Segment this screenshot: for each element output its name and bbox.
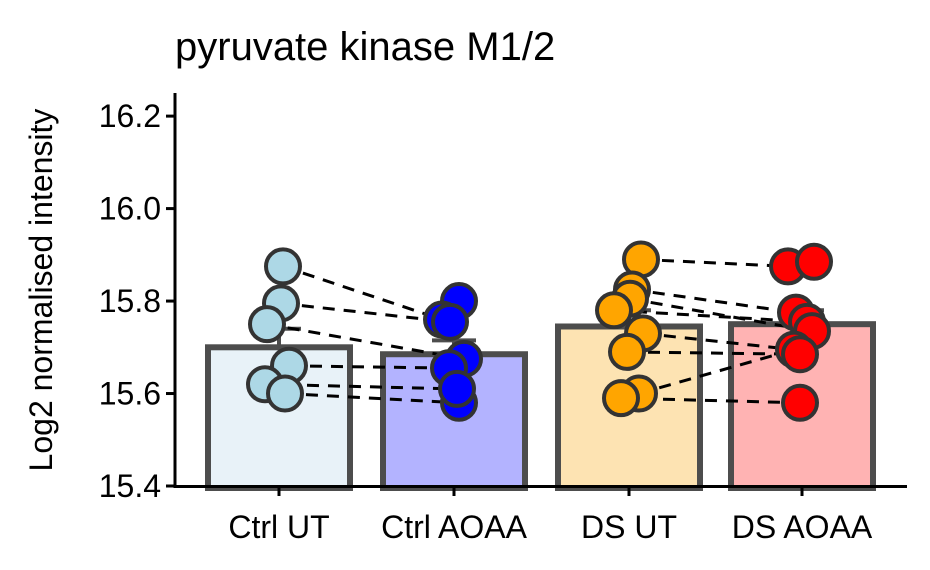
data-point xyxy=(264,247,302,286)
data-point xyxy=(795,242,833,281)
pair-line xyxy=(288,364,450,370)
y-axis-label: Log2 normalised intensity xyxy=(23,109,59,472)
x-tick-label: DS AOAA xyxy=(732,509,873,545)
pair-line xyxy=(613,308,808,324)
data-point xyxy=(431,302,469,341)
x-tick-label: Ctrl AOAA xyxy=(381,509,527,545)
pair-line xyxy=(626,350,801,356)
x-ticks-layer: Ctrl UT Ctrl AOAA DS UT DS AOAA xyxy=(228,486,873,545)
data-point xyxy=(438,369,476,408)
y-tick-label: 16.2 xyxy=(99,98,161,134)
data-point xyxy=(602,379,640,418)
data-point xyxy=(608,332,646,371)
data-point xyxy=(781,335,819,374)
y-tick-label: 15.8 xyxy=(99,283,161,319)
x-tick-label: DS UT xyxy=(581,509,677,545)
data-point xyxy=(248,305,286,344)
pair-line xyxy=(642,331,795,352)
data-point xyxy=(595,291,633,330)
x-tick-label: Ctrl UT xyxy=(228,509,329,545)
axes-layer xyxy=(173,93,907,488)
data-point xyxy=(781,383,819,422)
y-tick-label: 16.0 xyxy=(99,191,161,227)
pair-line xyxy=(284,392,460,405)
pair-line xyxy=(629,297,813,333)
y-tick-label: 15.6 xyxy=(99,376,161,412)
pair-line xyxy=(631,288,797,315)
pair-line xyxy=(280,301,451,324)
pair-line xyxy=(640,257,789,268)
pair-line xyxy=(282,264,443,321)
points-layer xyxy=(246,240,833,422)
y-tick-label: 15.4 xyxy=(99,468,161,504)
pair-line xyxy=(638,348,795,395)
data-point xyxy=(266,374,304,413)
y-ticks-layer: 15.4 15.6 15.8 16.0 16.2 xyxy=(99,98,175,504)
chart-title: pyruvate kinase M1/2 xyxy=(175,25,555,69)
